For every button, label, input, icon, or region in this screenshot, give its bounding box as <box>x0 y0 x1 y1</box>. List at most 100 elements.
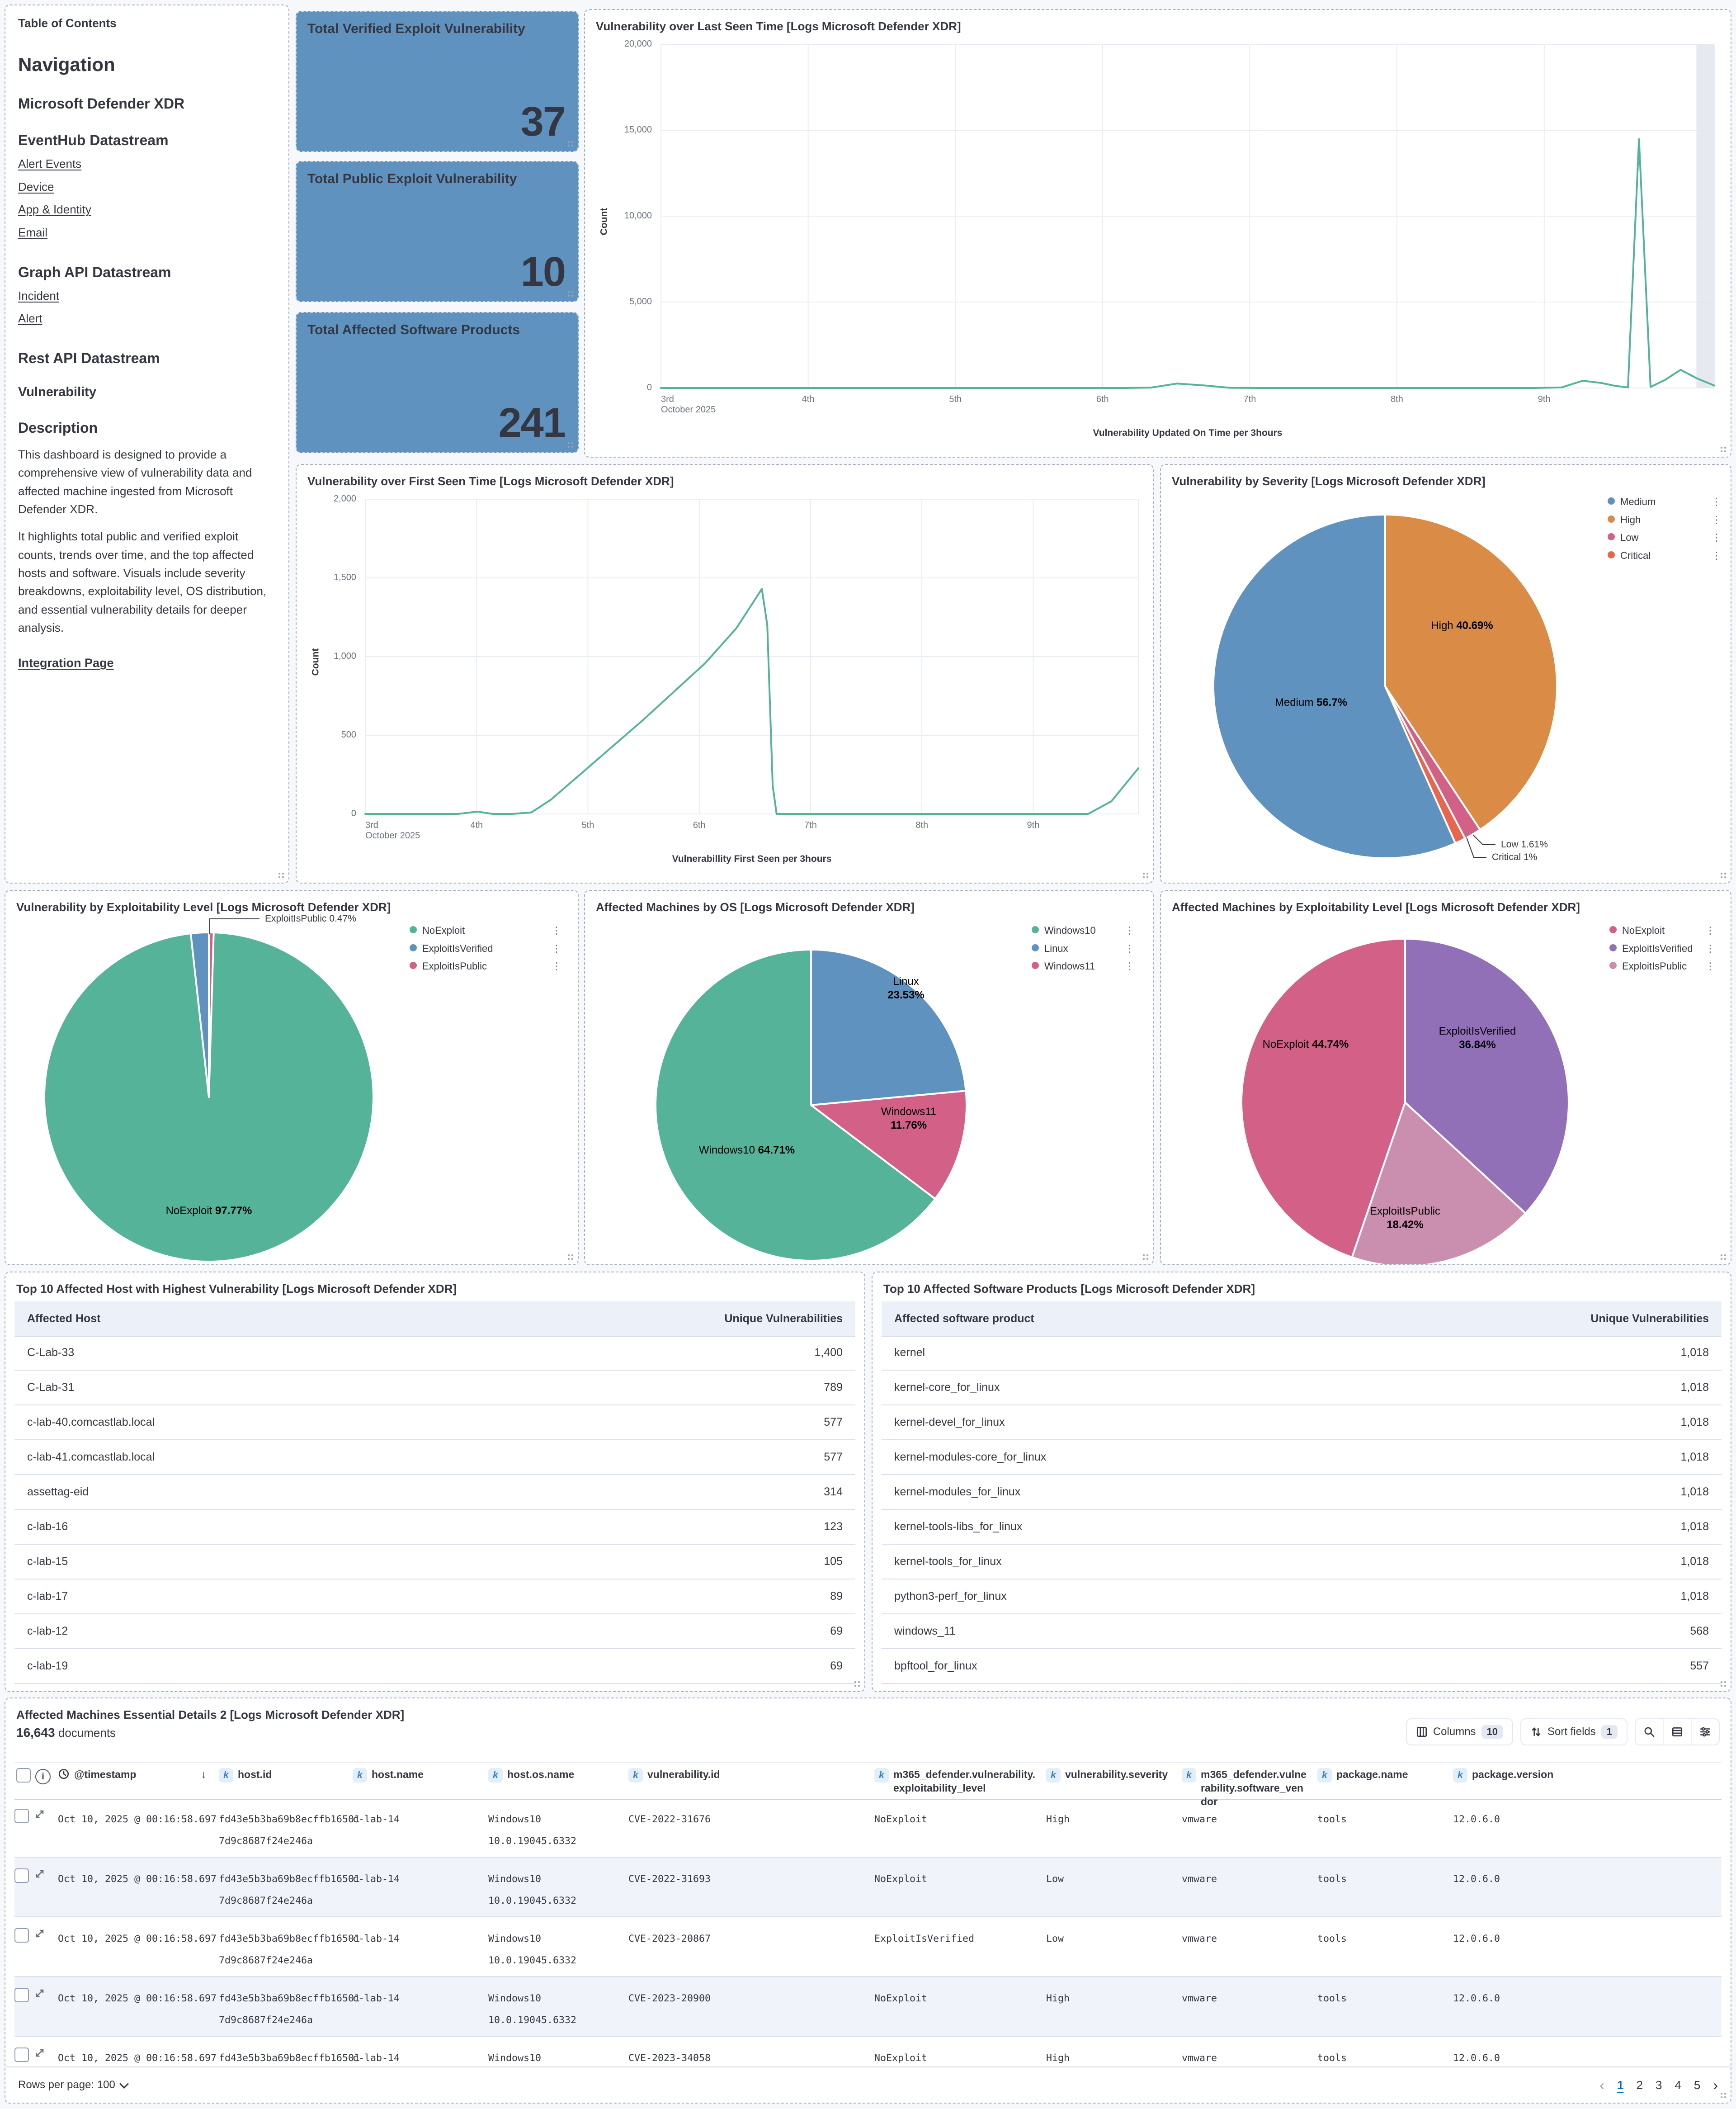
toc-paragraph-2: It highlights total public and verified … <box>18 530 267 634</box>
pie-slice-NoExploit[interactable] <box>1241 938 1406 1258</box>
pager-page-2[interactable]: 2 <box>1636 2078 1643 2092</box>
column-header-affected-host[interactable]: Affected Host <box>27 1312 101 1325</box>
display-options-button[interactable] <box>1663 1719 1691 1745</box>
legend-more-icon[interactable]: ⋮ <box>1125 925 1135 936</box>
legend-more-icon[interactable]: ⋮ <box>1705 942 1715 954</box>
y-axis-tick: 1,500 <box>333 572 356 582</box>
pie-slice-Windows10[interactable] <box>655 949 936 1262</box>
legend-more-icon[interactable]: ⋮ <box>1125 960 1135 972</box>
chart-title: Vulnerability over First Seen Time [Logs… <box>307 474 674 488</box>
column-header-vulnerability.id[interactable]: k vulnerability.id <box>628 1763 874 1809</box>
column-header-vulnerability.severity[interactable]: k vulnerability.severity <box>1046 1763 1182 1809</box>
legend-label[interactable]: Critical <box>1620 549 1651 561</box>
pie-label-Linux: Linux 23.53% <box>887 975 925 1001</box>
legend-label[interactable]: Windows10 <box>1044 925 1096 936</box>
column-header-host.name[interactable]: k host.name <box>353 1763 488 1809</box>
row-checkbox[interactable] <box>14 1809 29 1823</box>
expand-row-icon[interactable] <box>34 2048 45 2058</box>
pager-next[interactable]: › <box>1713 2076 1718 2093</box>
pie-slice-ExploitIsVerified[interactable] <box>1404 938 1570 1215</box>
expand-row-icon[interactable] <box>34 1809 45 1820</box>
pie-slice-Medium[interactable] <box>1212 514 1457 859</box>
legend-more-icon[interactable]: ⋮ <box>1712 514 1722 525</box>
toc-link-incident[interactable]: Incident <box>18 288 60 303</box>
pie-slice-ExploitIsVerified[interactable] <box>189 931 210 1098</box>
pager-previous[interactable]: ‹ <box>1599 2076 1604 2093</box>
legend-label[interactable]: High <box>1620 514 1641 525</box>
legend-more-icon[interactable]: ⋮ <box>552 925 561 936</box>
panel-top-software-table: Top 10 Affected Software Products [Logs … <box>872 1272 1731 1692</box>
legend-more-icon[interactable]: ⋮ <box>552 960 561 972</box>
legend-label[interactable]: ExploitIsVerified <box>422 942 493 954</box>
columns-button[interactable]: Columns 10 <box>1406 1718 1514 1745</box>
legend-dot <box>1608 533 1615 540</box>
toc-link-app-identity[interactable]: App & Identity <box>18 203 91 217</box>
y-axis-tick: 2,000 <box>333 494 356 504</box>
doc-row: Oct 10, 2025 @ 00:16:58.697 fd43e5b3ba69… <box>14 1858 1722 1917</box>
column-header-m365_defender.vulnerability.software_vendor[interactable]: k m365_defender.vulnerability.software_v… <box>1182 1763 1317 1809</box>
column-header-host.os.name[interactable]: k host.os.name <box>488 1763 628 1809</box>
rows-per-page-select[interactable]: Rows per page: 100 <box>18 2079 129 2091</box>
row-checkbox[interactable] <box>14 1988 29 2002</box>
legend-label[interactable]: ExploitIsPublic <box>1622 960 1687 972</box>
legend-more-icon[interactable]: ⋮ <box>1705 925 1715 936</box>
panel-top-hosts-table: Top 10 Affected Host with Highest Vulner… <box>5 1272 865 1692</box>
toc-link-device[interactable]: Device <box>18 180 54 194</box>
column-header-software-product[interactable]: Affected software product <box>894 1312 1034 1325</box>
expand-row-icon[interactable] <box>34 1868 45 1879</box>
software-value: 1,018 <box>1680 1451 1709 1463</box>
sort-descending-icon[interactable]: ↓ <box>201 1769 207 1780</box>
software-name: kernel-devel_for_linux <box>894 1416 1005 1428</box>
legend-label[interactable]: NoExploit <box>1622 925 1665 936</box>
legend-label[interactable]: Low <box>1620 532 1639 543</box>
pie-slice-Linux[interactable] <box>810 949 967 1106</box>
column-header-host.id[interactable]: k host.id <box>219 1763 353 1809</box>
column-header-package.version[interactable]: k package.version <box>1453 1763 1722 1809</box>
legend-label[interactable]: Linux <box>1044 942 1068 954</box>
toc-link-email[interactable]: Email <box>18 226 48 240</box>
legend-more-icon[interactable]: ⋮ <box>552 942 561 954</box>
pager-page-5[interactable]: 5 <box>1694 2078 1701 2092</box>
legend-label[interactable]: Windows11 <box>1044 960 1095 972</box>
expand-row-icon[interactable] <box>34 1928 45 1939</box>
legend-more-icon[interactable]: ⋮ <box>1705 960 1715 972</box>
row-checkbox[interactable] <box>14 1928 29 1943</box>
toc-section-description: Description <box>18 420 98 436</box>
pager-page-3[interactable]: 3 <box>1655 2078 1662 2092</box>
select-all-checkbox[interactable] <box>16 1768 31 1783</box>
y-axis-tick: 5,000 <box>629 297 652 307</box>
expand-row-icon[interactable] <box>34 1988 45 1999</box>
x-axis-tick: 3rd October 2025 <box>661 394 716 415</box>
row-checkbox[interactable] <box>14 2048 29 2062</box>
legend-item-Low: Low ⋮ <box>1608 531 1722 544</box>
column-header-unique-vulnerabilities[interactable]: Unique Vulnerabilities <box>724 1312 843 1325</box>
column-header-package.name[interactable]: k package.name <box>1317 1763 1453 1809</box>
legend-label[interactable]: NoExploit <box>422 925 465 936</box>
toc-link-alert-events[interactable]: Alert Events <box>18 157 82 170</box>
column-header-timestamp[interactable]: @timestamp ↓ <box>58 1763 219 1809</box>
legend-label[interactable]: Medium <box>1620 496 1656 507</box>
pager-page-1[interactable]: 1 <box>1617 2078 1624 2092</box>
cell-software-vendor: vmware <box>1182 2052 1217 2064</box>
settings-button[interactable] <box>1691 1719 1719 1745</box>
toc-link-alert[interactable]: Alert <box>18 312 42 326</box>
row-checkbox[interactable] <box>14 1868 29 1883</box>
pie-slice-Windows11[interactable] <box>810 1090 968 1200</box>
row-controls <box>14 1798 58 1857</box>
legend-more-icon[interactable]: ⋮ <box>1712 532 1722 543</box>
legend-more-icon[interactable]: ⋮ <box>1125 942 1135 954</box>
host-value: 69 <box>830 1625 843 1637</box>
legend-more-icon[interactable]: ⋮ <box>1712 496 1722 507</box>
legend-label[interactable]: ExploitIsPublic <box>422 960 487 972</box>
pie-slice-ExploitIsPublic[interactable] <box>1351 1102 1527 1264</box>
integration-page-link[interactable]: Integration Page <box>18 656 114 670</box>
sort-fields-button[interactable]: Sort fields 1 <box>1520 1718 1628 1745</box>
column-header-unique-vulnerabilities[interactable]: Unique Vulnerabilities <box>1590 1312 1709 1325</box>
column-header-m365_defender.vulnerability.exploitability_level[interactable]: k m365_defender.vulnerability.exploitabi… <box>874 1763 1046 1809</box>
row-controls <box>14 1977 58 2036</box>
legend-more-icon[interactable]: ⋮ <box>1712 549 1722 561</box>
legend-label[interactable]: ExploitIsVerified <box>1622 942 1693 954</box>
search-button[interactable] <box>1636 1719 1663 1745</box>
pager-page-4[interactable]: 4 <box>1675 2078 1681 2092</box>
